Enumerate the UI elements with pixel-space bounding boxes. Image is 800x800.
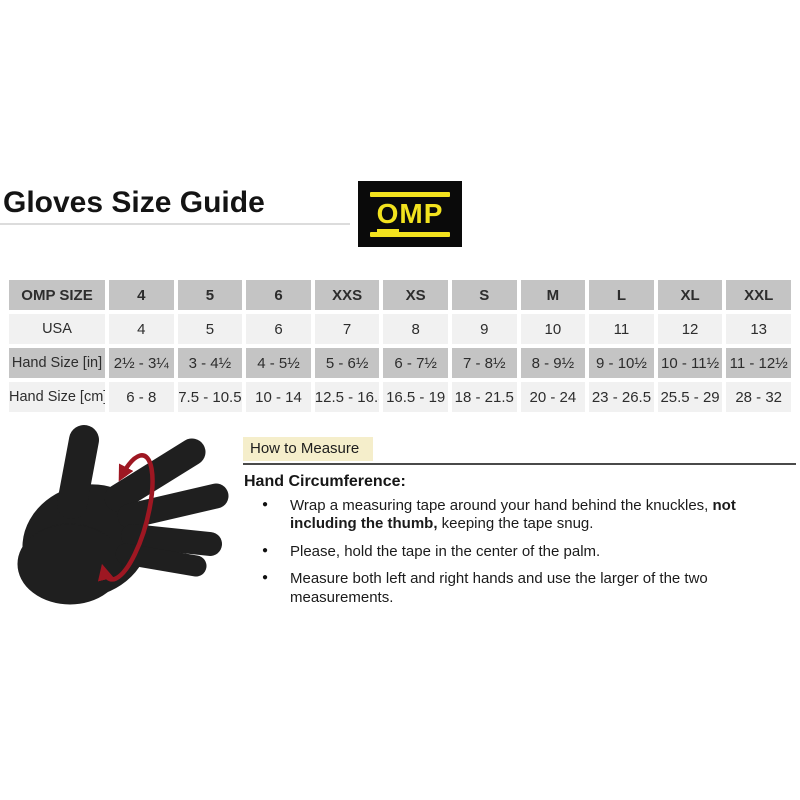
list-item: ● Wrap a measuring tape around your hand … [262,497,736,533]
table-cell: 5 [177,280,243,310]
table-cell: 3 - 4½ [177,348,243,378]
table-cell: 12 [657,314,723,344]
size-table: OMP SIZE 4 5 6 XXS XS S M L XL XXL USA 4… [5,276,795,416]
table-cell: 10 - 14 [246,382,311,412]
how-to-measure-heading: How to Measure [243,437,374,461]
table-cell: L [589,280,654,310]
table-cell: 28 - 32 [726,382,791,412]
bullet-icon: ● [262,544,269,556]
row-label: Hand Size [cm] [9,382,105,412]
table-cell: 20 - 24 [520,382,586,412]
measuring-tape-arrow [97,453,155,582]
table-cell: 11 - 12½ [726,348,791,378]
table-cell: 13 [726,314,791,344]
table-row-hand-size-in: Hand Size [in] 2½ - 3¼ 3 - 4½ 4 - 5½ 5 -… [9,348,791,378]
measure-divider [243,463,796,465]
table-row-usa: USA 4 5 6 7 8 9 10 11 12 13 [9,314,791,344]
table-cell: 2½ - 3¼ [109,348,174,378]
omp-logo: OMP [358,181,462,247]
hand-measure-illustration [17,425,229,605]
row-label: USA [9,314,105,344]
list-item: ● Measure both left and right hands and u… [262,570,708,606]
table-cell: 25.5 - 29 [657,382,723,412]
table-cell: 5 - 6½ [314,348,380,378]
table-cell: 6 [246,280,311,310]
table-cell: M [520,280,586,310]
logo-top-bar [370,191,450,197]
table-cell: 18 - 21.5 [451,382,517,412]
row-label: Hand Size [in] [9,348,105,378]
table-cell: 9 - 10½ [589,348,654,378]
table-cell: XL [657,280,723,310]
table-cell: 11 [589,314,654,344]
table-cell: XS [383,280,448,310]
page-title: Gloves Size Guide [3,186,265,219]
table-row-hand-size-cm: Hand Size [cm] 6 - 8 7.5 - 10.5 10 - 14 … [9,382,791,412]
table-cell: 4 - 5½ [246,348,311,378]
table-cell: 10 [520,314,586,344]
table-cell: 16.5 - 19 [383,382,448,412]
table-cell: S [451,280,517,310]
table-cell: 7.5 - 10.5 [177,382,243,412]
bullet-icon: ● [262,572,269,584]
table-cell: 23 - 26.5 [589,382,654,412]
table-cell: 7 [314,314,380,344]
table-row-omp-size: OMP SIZE 4 5 6 XXS XS S M L XL XXL [9,280,791,310]
row-label: OMP SIZE [9,280,105,310]
table-cell: 6 - 8 [109,382,174,412]
table-cell: 7 - 8½ [451,348,517,378]
table-cell: 6 [246,314,311,344]
table-cell: 4 [109,314,174,344]
title-divider [0,223,350,225]
hand-circumference-heading: Hand Circumference: [244,473,406,490]
table-cell: 10 - 11½ [657,348,723,378]
logo-wordmark: OMP [376,197,444,233]
bullet-icon: ● [262,499,269,510]
measure-instructions-list: ● Wrap a measuring tape around your hand … [244,497,796,616]
table-cell: 8 - 9½ [520,348,586,378]
table-cell: 12.5 - 16.5 [314,382,380,412]
table-cell: 5 [177,314,243,344]
list-item: ● Please, hold the tape in the center of … [262,542,601,560]
table-cell: XXS [314,280,380,310]
table-cell: 4 [109,280,174,310]
table-cell: 8 [383,314,448,344]
table-cell: XXL [726,280,791,310]
table-cell: 9 [451,314,517,344]
logo-bottom-bar [370,231,450,237]
table-cell: 6 - 7½ [383,348,448,378]
